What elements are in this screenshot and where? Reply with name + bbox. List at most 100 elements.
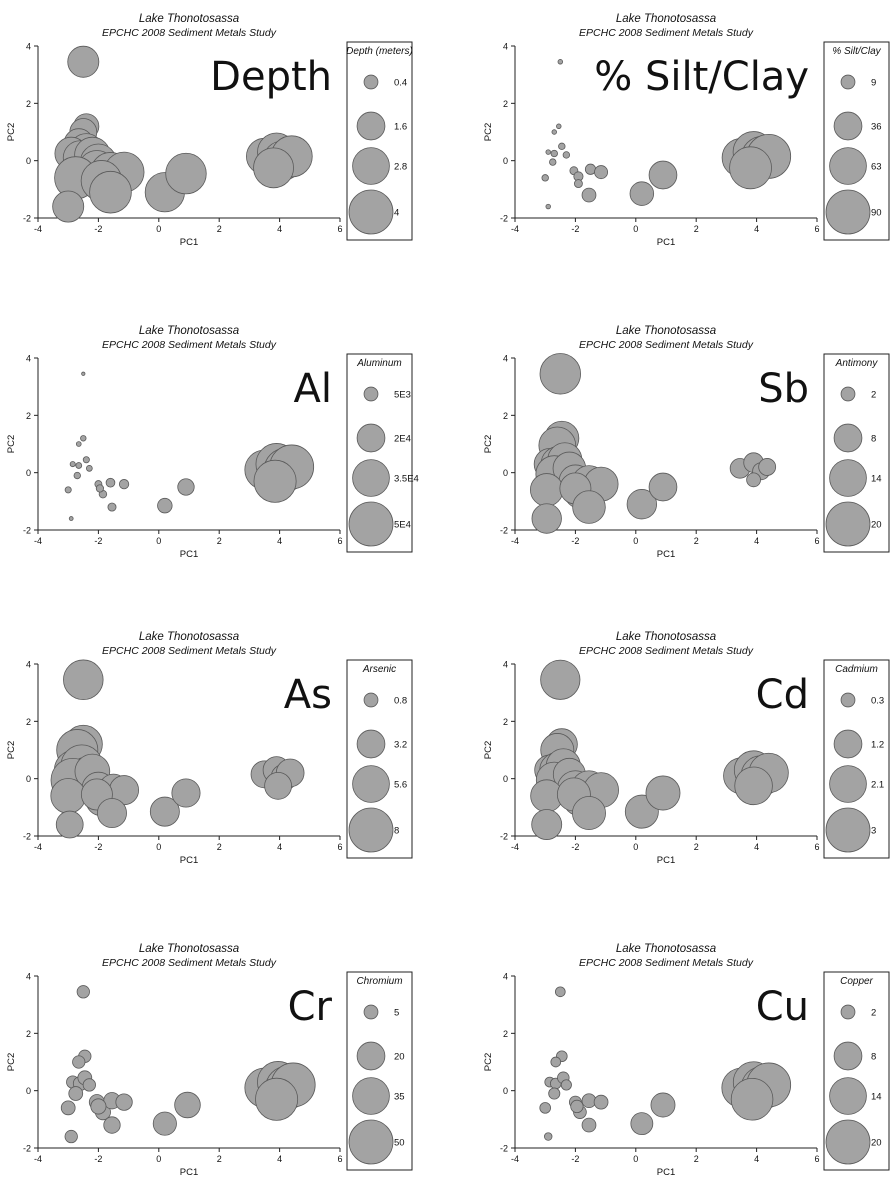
data-point xyxy=(149,796,180,827)
x-tick-label: -2 xyxy=(571,536,579,546)
data-point xyxy=(572,490,606,524)
chart-title: Lake Thonotosassa xyxy=(139,13,239,25)
data-point xyxy=(541,174,549,182)
x-tick-label: -4 xyxy=(34,1154,42,1164)
x-tick-label: -4 xyxy=(511,1154,519,1164)
data-point xyxy=(68,1086,84,1101)
y-axis-label: PC2 xyxy=(6,123,17,141)
data-point xyxy=(52,190,85,223)
legend-label: 8 xyxy=(871,434,876,445)
y-tick-label: 0 xyxy=(503,774,508,784)
x-tick-label: 0 xyxy=(633,1154,638,1164)
y-tick-label: 4 xyxy=(503,354,508,364)
data-point xyxy=(529,473,564,507)
legend-title: Depth (meters) xyxy=(346,46,413,57)
data-point xyxy=(63,659,104,700)
data-point xyxy=(103,1116,121,1134)
legend-marker xyxy=(348,501,394,547)
data-point xyxy=(581,187,597,203)
x-axis-label: PC1 xyxy=(180,1167,198,1178)
data-point xyxy=(746,472,761,488)
chart-panel-cd: Lake Thonotosassa EPCHC 2008 Sediment Met… xyxy=(477,618,895,874)
y-tick-label: -2 xyxy=(500,526,508,536)
data-point xyxy=(551,129,557,135)
data-point xyxy=(539,1102,551,1114)
chart-panel-cr: Lake Thonotosassa EPCHC 2008 Sediment Met… xyxy=(0,930,440,1186)
data-point xyxy=(629,181,655,206)
data-point xyxy=(550,149,558,158)
data-point xyxy=(253,147,294,189)
x-tick-label: 2 xyxy=(217,224,222,234)
y-tick-label: -2 xyxy=(23,526,31,536)
y-tick-label: -2 xyxy=(500,214,508,224)
y-tick-label: 2 xyxy=(503,411,508,421)
legend-marker xyxy=(833,1041,863,1071)
x-tick-label: 4 xyxy=(277,842,282,852)
chart-svg: Lake Thonotosassa EPCHC 2008 Sediment Met… xyxy=(6,631,413,866)
legend-label: 20 xyxy=(871,1138,882,1149)
y-tick-label: 4 xyxy=(503,972,508,982)
chart-svg: Lake Thonotosassa EPCHC 2008 Sediment Met… xyxy=(6,13,413,248)
x-tick-label: -2 xyxy=(94,536,102,546)
data-point xyxy=(75,441,82,447)
chart-subtitle: EPCHC 2008 Sediment Metals Study xyxy=(102,27,277,39)
data-point xyxy=(550,1056,562,1068)
data-point xyxy=(90,1098,107,1115)
y-axis-label: PC2 xyxy=(6,1053,17,1071)
data-point xyxy=(64,1129,78,1144)
chart-panel-depth: Lake Thonotosassa EPCHC 2008 Sediment Met… xyxy=(0,0,440,256)
legend-marker xyxy=(363,74,379,90)
x-tick-label: -4 xyxy=(34,536,42,546)
x-tick-label: 4 xyxy=(754,536,759,546)
data-point xyxy=(730,1077,774,1121)
legend-label: 0.8 xyxy=(394,696,407,707)
chart-title: Lake Thonotosassa xyxy=(616,943,716,955)
data-point xyxy=(539,353,581,395)
chart-svg: Lake Thonotosassa EPCHC 2008 Sediment Met… xyxy=(6,325,419,560)
legend-marker xyxy=(840,386,856,402)
legend-marker xyxy=(348,807,394,853)
x-tick-label: 0 xyxy=(633,842,638,852)
legend-marker xyxy=(363,692,379,708)
x-tick-label: 2 xyxy=(694,842,699,852)
x-tick-label: 2 xyxy=(694,1154,699,1164)
data-point xyxy=(545,149,551,155)
data-point xyxy=(64,486,72,494)
y-tick-label: 2 xyxy=(26,411,31,421)
legend-label: 3.2 xyxy=(394,740,407,751)
x-tick-label: 4 xyxy=(754,224,759,234)
legend-title: % Silt/Clay xyxy=(832,46,881,57)
x-tick-label: -2 xyxy=(94,1154,102,1164)
chart-svg: Lake Thonotosassa EPCHC 2008 Sediment Met… xyxy=(483,325,890,560)
legend-marker xyxy=(356,729,386,759)
data-point xyxy=(626,489,657,520)
data-point xyxy=(531,809,563,840)
legend-label: 20 xyxy=(871,520,882,531)
legend-marker xyxy=(352,765,390,803)
legend-label: 3 xyxy=(871,826,876,837)
y-tick-label: 0 xyxy=(503,1086,508,1096)
chart-title: Lake Thonotosassa xyxy=(616,325,716,337)
y-tick-label: 4 xyxy=(26,972,31,982)
y-tick-label: 4 xyxy=(503,660,508,670)
data-point xyxy=(82,1078,96,1092)
y-axis-label: PC2 xyxy=(6,741,17,759)
chart-subtitle: EPCHC 2008 Sediment Metals Study xyxy=(579,339,754,351)
legend-label: 90 xyxy=(871,208,882,219)
y-tick-label: -2 xyxy=(23,214,31,224)
legend-marker xyxy=(833,423,863,453)
legend-marker xyxy=(348,1119,394,1165)
x-tick-label: 2 xyxy=(694,536,699,546)
legend-label: 0.3 xyxy=(871,696,884,707)
legend-label: 2.8 xyxy=(394,162,407,173)
legend-marker xyxy=(829,147,867,185)
y-axis-label: PC2 xyxy=(483,435,494,453)
x-tick-label: 2 xyxy=(217,1154,222,1164)
data-point xyxy=(107,502,117,512)
data-point xyxy=(81,371,86,376)
legend-marker xyxy=(352,459,390,497)
legend-label: 5.6 xyxy=(394,780,407,791)
x-tick-label: 0 xyxy=(633,536,638,546)
legend-title: Arsenic xyxy=(362,664,396,675)
x-tick-label: 4 xyxy=(754,842,759,852)
